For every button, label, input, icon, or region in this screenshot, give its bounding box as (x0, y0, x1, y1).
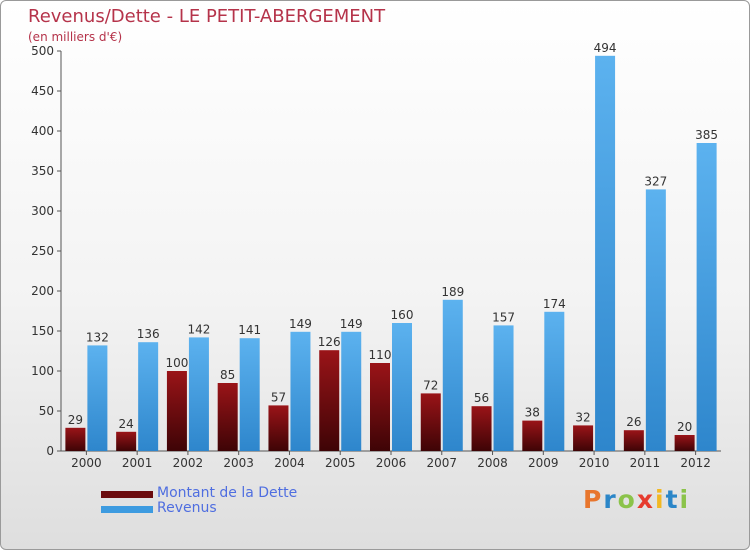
data-label-dette: 32 (575, 410, 590, 424)
x-tick-label: 2009 (528, 456, 559, 470)
bar-dette (217, 383, 238, 451)
data-label-revenus: 189 (441, 285, 464, 299)
data-label-revenus: 385 (695, 128, 718, 142)
bar-revenus (87, 345, 108, 451)
bar-revenus (595, 55, 616, 452)
data-label-revenus: 136 (137, 327, 160, 341)
data-label-dette: 57 (271, 390, 286, 404)
data-label-dette: 20 (677, 420, 692, 434)
chart-data-labels: 29 132 24 136 100 142 85 141 57 149 126 149 110 160 72… (68, 41, 718, 434)
y-tick-label: 400 (31, 124, 54, 138)
bar-revenus (188, 337, 209, 451)
logo-letter: i (655, 485, 666, 514)
x-tick-label: 2012 (680, 456, 711, 470)
x-tick-label: 2002 (173, 456, 204, 470)
bar-dette (573, 425, 594, 451)
y-tick-label: 200 (31, 284, 54, 298)
data-label-revenus: 141 (238, 323, 261, 337)
data-label-dette: 26 (626, 415, 641, 429)
bar-dette (268, 405, 289, 451)
x-tick-label: 2010 (579, 456, 610, 470)
x-tick-label: 2004 (274, 456, 305, 470)
chart-title: Revenus/Dette - LE PETIT-ABERGEMENT (28, 6, 386, 27)
bar-revenus (138, 342, 159, 451)
data-label-dette: 29 (68, 413, 83, 427)
y-tick-label: 500 (31, 44, 54, 58)
chart-subtitle: (en milliers d'€) (28, 30, 123, 44)
bar-dette (522, 420, 543, 451)
x-tick-label: 2000 (71, 456, 102, 470)
logo-letter: r (603, 485, 618, 514)
logo-letter: x (636, 485, 655, 514)
data-label-dette: 38 (525, 406, 540, 420)
data-label-dette: 110 (369, 348, 392, 362)
logo-letter: o (617, 485, 637, 514)
bar-revenus (239, 338, 260, 451)
bar-revenus (645, 189, 666, 451)
y-tick-label: 250 (31, 244, 54, 258)
chart-bars (65, 55, 717, 452)
data-label-revenus: 327 (644, 174, 667, 188)
bar-dette (319, 350, 340, 451)
bar-dette (471, 406, 492, 451)
bar-dette (420, 393, 441, 451)
y-tick-label: 150 (31, 324, 54, 338)
data-label-revenus: 149 (340, 317, 363, 331)
bar-revenus (392, 323, 412, 451)
data-label-revenus: 174 (543, 297, 566, 311)
data-label-revenus: 157 (492, 310, 515, 324)
bar-revenus (341, 331, 362, 451)
bar-revenus (544, 311, 565, 451)
data-label-dette: 24 (119, 417, 134, 431)
data-label-revenus: 160 (391, 308, 414, 322)
y-tick-label: 0 (46, 444, 54, 458)
data-label-revenus: 142 (187, 322, 210, 336)
logo-letter: P (583, 485, 604, 514)
bar-revenus (696, 143, 717, 451)
x-tick-label: 2001 (122, 456, 153, 470)
y-tick-label: 350 (31, 164, 54, 178)
data-label-dette: 126 (318, 335, 341, 349)
bar-dette (370, 363, 390, 451)
data-label-dette: 100 (165, 356, 188, 370)
legend-swatch-revenus (101, 506, 153, 513)
legend-label-dette: Montant de la Dette (157, 485, 298, 501)
x-tick-label: 2005 (325, 456, 356, 470)
data-label-dette: 56 (474, 391, 489, 405)
bar-dette (623, 430, 644, 451)
x-tick-label: 2007 (426, 456, 457, 470)
data-label-dette: 85 (220, 368, 235, 382)
x-tick-label: 2011 (630, 456, 661, 470)
bar-dette (166, 371, 187, 451)
bar-revenus (290, 331, 311, 451)
legend-swatch-dette (101, 491, 153, 498)
proxiti-logo: Proxiti (583, 485, 690, 514)
bar-revenus (493, 325, 514, 451)
logo-letter: t (665, 485, 680, 514)
y-tick-label: 100 (31, 364, 54, 378)
y-tick-label: 450 (31, 84, 54, 98)
x-tick-label: 2008 (477, 456, 508, 470)
legend-label-revenus: Revenus (157, 500, 217, 516)
data-label-revenus: 132 (86, 330, 109, 344)
data-label-revenus: 494 (594, 41, 617, 55)
bar-dette (116, 431, 137, 451)
logo-letter: i (679, 485, 691, 514)
bar-dette (65, 427, 86, 451)
x-tick-label: 2006 (376, 456, 407, 470)
data-label-revenus: 149 (289, 317, 312, 331)
bar-dette (674, 435, 695, 451)
y-tick-label: 50 (39, 404, 54, 418)
x-tick-label: 2003 (223, 456, 254, 470)
y-tick-label: 300 (31, 204, 54, 218)
data-label-dette: 72 (423, 378, 438, 392)
bar-revenus (442, 299, 463, 451)
